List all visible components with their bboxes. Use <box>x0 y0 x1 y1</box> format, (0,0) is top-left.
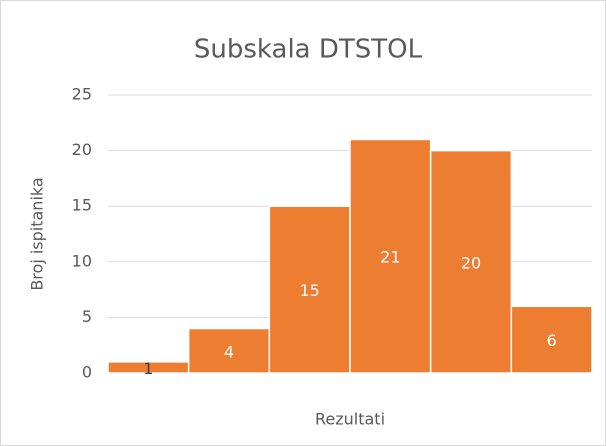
data-label: 20 <box>461 253 481 272</box>
y-tick-label: 5 <box>82 307 92 326</box>
x-axis-label: Rezultati <box>315 410 385 429</box>
y-tick-label: 15 <box>72 196 92 215</box>
bar <box>349 138 432 374</box>
y-tick-label: 20 <box>72 140 92 159</box>
bar <box>510 305 593 374</box>
data-label: 15 <box>299 281 319 300</box>
y-tick-label: 10 <box>72 251 92 270</box>
chart-title: Subskala DTSTOL <box>194 35 423 65</box>
data-label: 21 <box>380 248 400 267</box>
bar <box>268 205 351 374</box>
data-label: 4 <box>224 342 234 361</box>
y-tick-label: 25 <box>72 85 92 104</box>
y-axis-label: Broj ispitanika <box>28 177 47 290</box>
data-label: 6 <box>547 331 557 350</box>
bar <box>429 149 513 374</box>
y-tick-label: 0 <box>82 363 92 382</box>
data-label: 1 <box>143 359 153 378</box>
bar <box>187 327 271 374</box>
